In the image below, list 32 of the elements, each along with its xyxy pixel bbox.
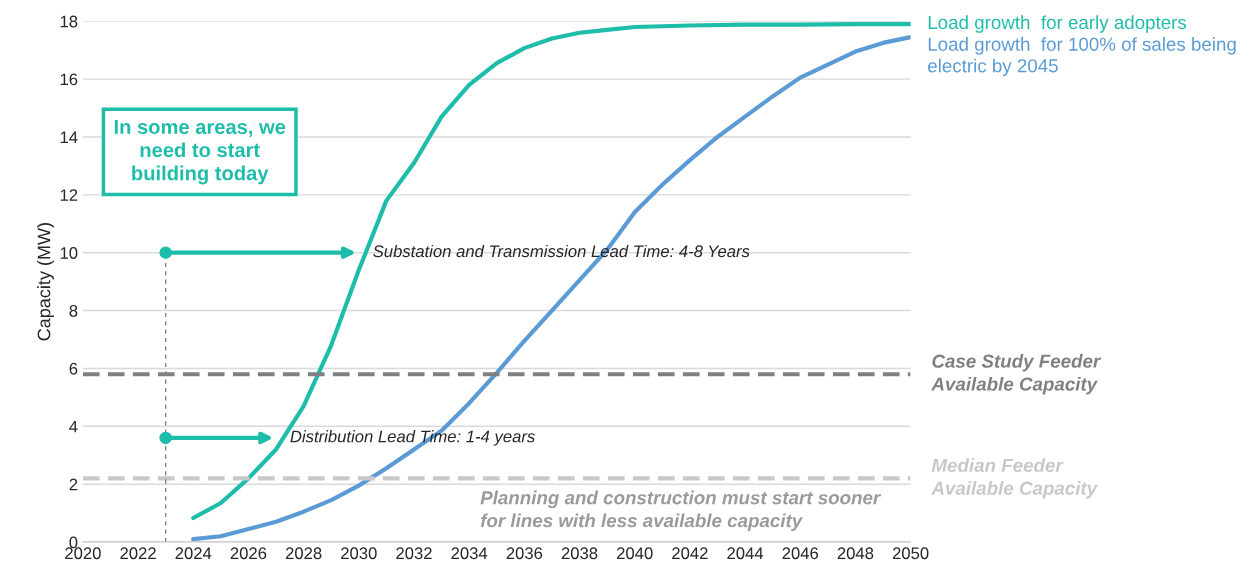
x-tick-label: 2030	[341, 547, 377, 560]
series-label: Load growth for 100% of sales being electric by 2045	[928, 37, 1236, 77]
x-tick-label: 2044	[727, 547, 764, 560]
x-tick-label: 2022	[120, 547, 156, 560]
x-tick-label: 2026	[230, 547, 267, 560]
y-tick-label: 10	[60, 247, 78, 259]
x-tick-label: 2028	[285, 547, 322, 560]
y-tick-label: 16	[60, 73, 78, 86]
ref-line-label: Case Study Feeder Available Capacity	[931, 354, 1102, 395]
annotation: In some areas, we need to start building today	[114, 120, 286, 185]
x-tick-label: 2038	[561, 547, 598, 560]
x-tick-label: 2020	[65, 547, 101, 560]
y-tick-label: 6	[69, 362, 78, 375]
x-tick-label: 2024	[175, 547, 212, 560]
x-tick-label: 2036	[506, 547, 543, 560]
x-tick-label: 2050	[892, 547, 929, 560]
y-tick-label: 4	[69, 420, 78, 433]
y-axis-title: Capacity (MW)	[37, 223, 54, 341]
annotation: Planning and construction must start sooner for lines with less available capacity	[480, 490, 882, 531]
x-tick-label: 2032	[396, 547, 432, 560]
series-label: Load growth for early adopters	[928, 15, 1187, 33]
y-tick-label: 14	[60, 131, 78, 143]
x-tick-label: 2040	[617, 547, 653, 560]
x-tick-label: 2042	[672, 547, 708, 560]
x-tick-label: 2034	[451, 547, 488, 560]
y-tick-label: 2	[69, 478, 78, 491]
y-tick-label: 8	[69, 304, 78, 317]
y-tick-label: 0	[69, 536, 78, 549]
x-tick-label: 2048	[837, 547, 874, 560]
y-tick-label: 18	[60, 15, 78, 28]
x-tick-label: 2046	[782, 547, 819, 560]
y-tick-label: 12	[60, 189, 78, 201]
